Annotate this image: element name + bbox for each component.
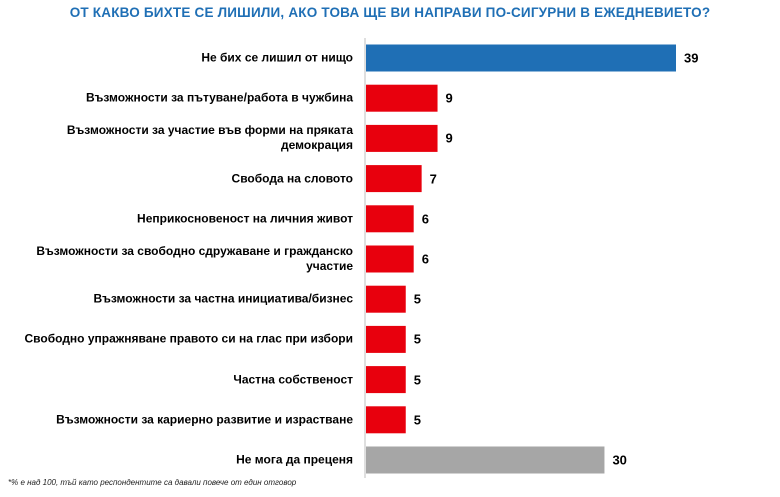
category-label: Не бих се лишил от нищо <box>201 50 353 65</box>
value-label: 6 <box>421 251 429 267</box>
bar <box>366 446 605 474</box>
bar <box>366 124 438 152</box>
bar <box>366 245 414 273</box>
category-label: Възможности за пътуване/работа в чужбина <box>85 90 353 105</box>
bar <box>366 205 414 233</box>
category-label: Неприкосновеност на личния живот <box>137 211 353 226</box>
value-label: 5 <box>413 372 421 388</box>
value-label: 5 <box>413 331 421 347</box>
category-label: Възможности за кариерно развитие и израс… <box>56 412 353 427</box>
bar <box>366 44 676 72</box>
bar <box>366 84 438 112</box>
bars-group <box>366 44 676 474</box>
value-label: 5 <box>413 412 421 428</box>
bar <box>366 406 406 434</box>
value-label: 5 <box>413 291 421 307</box>
footnote: *% е над 100, тъй като респондентите са … <box>8 478 297 487</box>
category-label: Частна собственост <box>233 372 353 387</box>
category-label: Възможности за свободно сдружаване и гра… <box>36 244 353 273</box>
category-label: Свободно упражняване правото си на глас … <box>24 331 353 346</box>
value-label: 39 <box>684 50 699 66</box>
chart-title: ОТ КАКВО БИХТЕ СЕ ЛИШИЛИ, АКО ТОВА ЩЕ ВИ… <box>69 5 711 20</box>
category-label: Не мога да преценя <box>236 452 353 467</box>
bar <box>366 165 422 193</box>
bar <box>366 285 406 313</box>
value-label: 6 <box>421 211 429 227</box>
category-label: Възможности за участие във форми на пряк… <box>66 123 353 153</box>
value-label: 9 <box>445 130 453 146</box>
bar <box>366 366 406 394</box>
bar <box>366 325 406 353</box>
value-label: 30 <box>612 452 627 468</box>
category-label: Възможности за частна инициатива/бизнес <box>93 291 353 306</box>
value-label: 7 <box>429 171 437 187</box>
value-label: 9 <box>445 90 453 106</box>
category-label: Свобода на словото <box>231 171 353 186</box>
